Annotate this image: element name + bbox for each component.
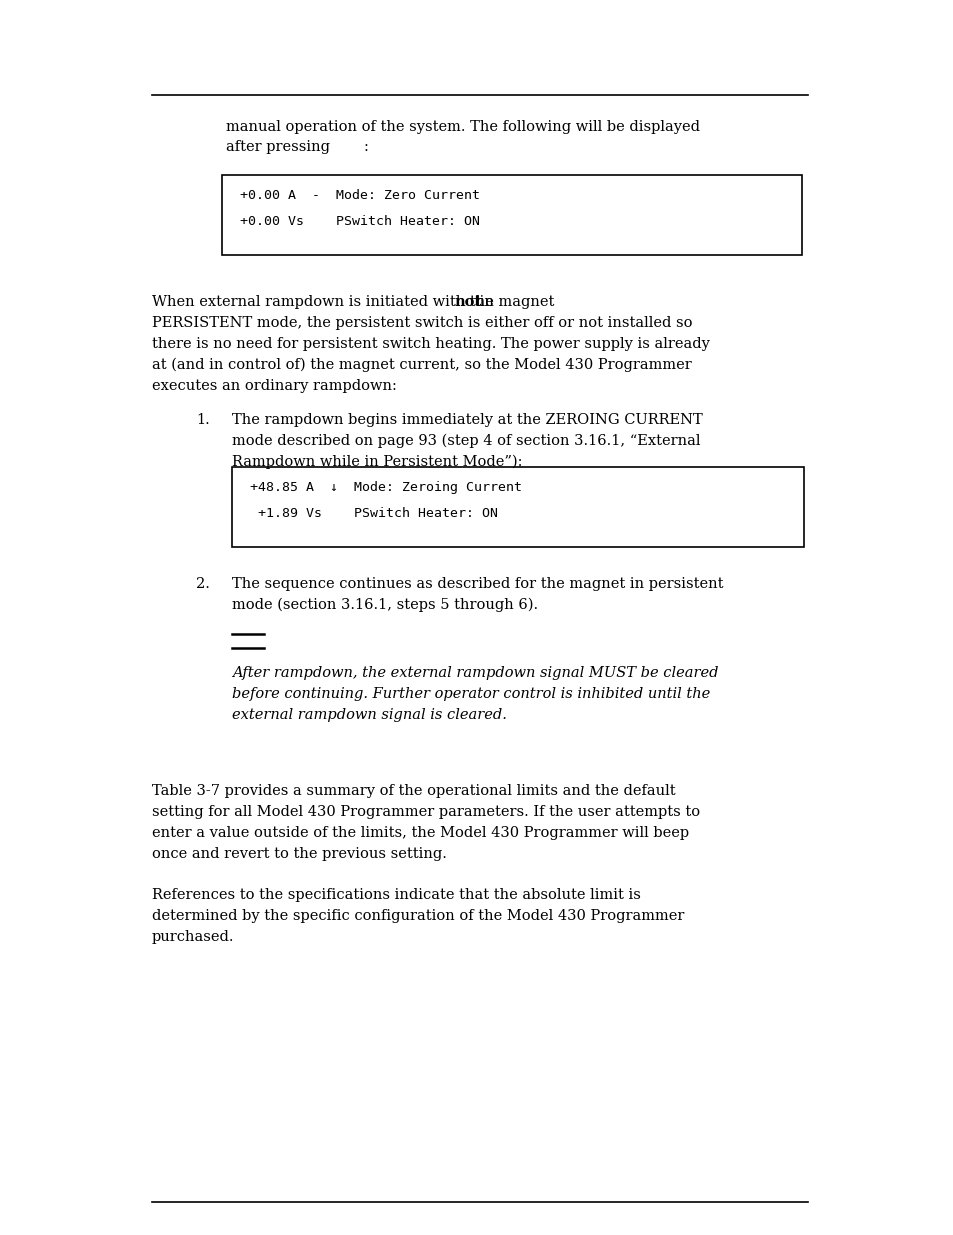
- Text: The sequence continues as described for the magnet in persistent: The sequence continues as described for …: [232, 577, 722, 592]
- Text: after pressing: after pressing: [226, 140, 330, 154]
- Text: determined by the specific configuration of the Model 430 Programmer: determined by the specific configuration…: [152, 909, 683, 923]
- Text: at (and in control of) the magnet current, so the Model 430 Programmer: at (and in control of) the magnet curren…: [152, 358, 691, 373]
- Text: When external rampdown is initiated with the magnet: When external rampdown is initiated with…: [152, 295, 558, 309]
- Text: external rampdown signal is cleared.: external rampdown signal is cleared.: [232, 708, 506, 722]
- Text: +48.85 A  ↓  Mode: Zeroing Current: +48.85 A ↓ Mode: Zeroing Current: [250, 480, 521, 494]
- Text: Rampdown while in Persistent Mode”):: Rampdown while in Persistent Mode”):: [232, 454, 522, 469]
- Text: in: in: [475, 295, 494, 309]
- Text: +1.89 Vs    PSwitch Heater: ON: +1.89 Vs PSwitch Heater: ON: [250, 508, 497, 520]
- Text: enter a value outside of the limits, the Model 430 Programmer will beep: enter a value outside of the limits, the…: [152, 826, 688, 840]
- Text: The rampdown begins immediately at the ZEROING CURRENT: The rampdown begins immediately at the Z…: [232, 412, 702, 427]
- Text: mode (section 3.16.1, steps 5 through 6).: mode (section 3.16.1, steps 5 through 6)…: [232, 598, 537, 613]
- Text: setting for all Model 430 Programmer parameters. If the user attempts to: setting for all Model 430 Programmer par…: [152, 805, 700, 819]
- Text: mode described on page 93 (step 4 of section 3.16.1, “External: mode described on page 93 (step 4 of sec…: [232, 433, 700, 448]
- Text: before continuing. Further operator control is inhibited until the: before continuing. Further operator cont…: [232, 687, 709, 701]
- Text: After rampdown, the external rampdown signal MUST be cleared: After rampdown, the external rampdown si…: [232, 666, 718, 680]
- Text: 2.: 2.: [195, 577, 210, 592]
- Text: executes an ordinary rampdown:: executes an ordinary rampdown:: [152, 379, 396, 393]
- Text: :: :: [364, 140, 369, 154]
- Text: there is no need for persistent switch heating. The power supply is already: there is no need for persistent switch h…: [152, 337, 709, 351]
- Text: Table 3-7 provides a summary of the operational limits and the default: Table 3-7 provides a summary of the oper…: [152, 784, 675, 798]
- Bar: [232, 467, 803, 547]
- Text: PERSISTENT mode, the persistent switch is either off or not installed so: PERSISTENT mode, the persistent switch i…: [152, 316, 692, 330]
- Bar: [222, 175, 801, 254]
- Text: +0.00 Vs    PSwitch Heater: ON: +0.00 Vs PSwitch Heater: ON: [240, 215, 479, 228]
- Text: +0.00 A  -  Mode: Zero Current: +0.00 A - Mode: Zero Current: [240, 189, 479, 203]
- Text: once and revert to the previous setting.: once and revert to the previous setting.: [152, 847, 446, 861]
- Text: not: not: [455, 295, 481, 309]
- Text: 1.: 1.: [195, 412, 210, 427]
- Text: manual operation of the system. The following will be displayed: manual operation of the system. The foll…: [226, 120, 700, 135]
- Text: purchased.: purchased.: [152, 930, 234, 944]
- Text: References to the specifications indicate that the absolute limit is: References to the specifications indicat…: [152, 888, 640, 902]
